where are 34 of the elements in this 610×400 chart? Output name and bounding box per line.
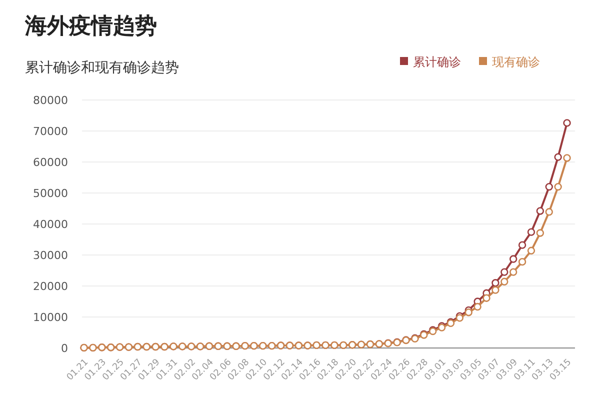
point (482, 294, 490, 302)
y-tick-label: 30000 (33, 249, 68, 262)
point (464, 308, 472, 316)
chart-subtitle: 累计确诊和现有确诊趋势 (25, 60, 179, 76)
point (492, 286, 500, 294)
point (492, 279, 500, 287)
point (518, 258, 526, 266)
y-tick-label: 60000 (33, 156, 68, 169)
y-tick-label: 20000 (33, 280, 68, 293)
y-tick-label: 70000 (33, 125, 68, 138)
legend-label: 现有确诊 (492, 55, 540, 69)
point (536, 207, 544, 215)
point (474, 302, 482, 311)
point (545, 208, 553, 216)
point (554, 153, 562, 161)
point (518, 241, 526, 249)
point (554, 182, 562, 191)
point (509, 255, 518, 263)
legend-label: 累计确诊 (413, 55, 461, 69)
point (545, 182, 553, 191)
chart-title: 海外疫情趋势 (24, 14, 157, 39)
y-tick-label: 80000 (33, 94, 68, 107)
y-tick-label: 10000 (33, 311, 68, 324)
point (563, 154, 571, 162)
point (536, 229, 544, 237)
point (563, 119, 571, 127)
point (500, 268, 508, 276)
point (500, 278, 508, 286)
y-tick-label: 40000 (33, 218, 68, 231)
point (509, 268, 518, 276)
y-tick-label: 0 (61, 342, 68, 355)
point (527, 246, 536, 255)
point (527, 228, 536, 236)
y-tick-label: 50000 (33, 187, 68, 200)
